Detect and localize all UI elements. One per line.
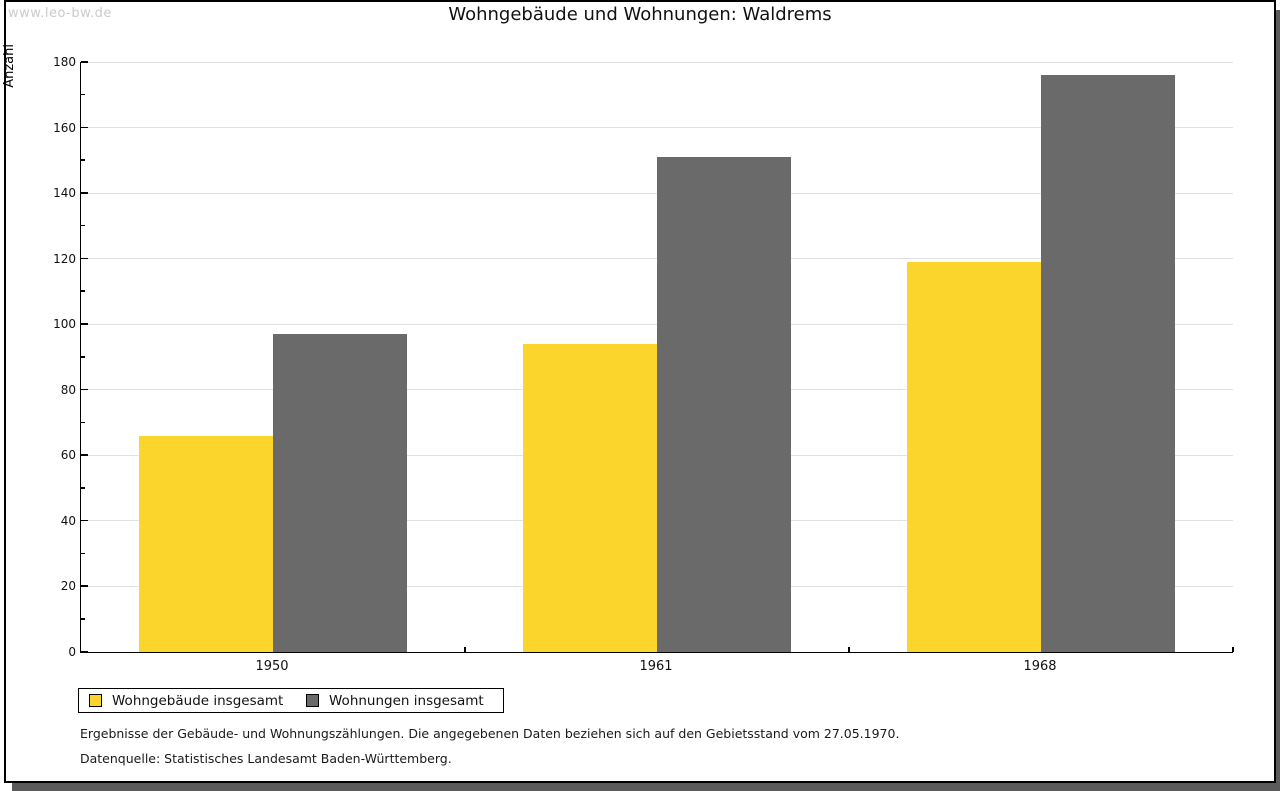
bar-1950-wohngebaeude <box>139 435 273 652</box>
y-tick-label-160: 160 <box>53 120 76 135</box>
y-tick-label-20: 20 <box>60 579 76 594</box>
footer-note: Ergebnisse der Gebäude- und Wohnungszähl… <box>80 726 900 741</box>
gridline-180 <box>81 61 1233 63</box>
y-tick-20 <box>81 585 88 587</box>
y-tick-80 <box>81 388 88 391</box>
legend-swatch-wohnungen <box>306 694 319 707</box>
watermark-leo-bw: www.leo-bw.de <box>8 6 112 21</box>
legend-swatch-wohngebaeude <box>89 694 102 707</box>
y-tick-100 <box>81 323 88 325</box>
card-shadow-right <box>1276 10 1280 791</box>
y-tick-label-80: 80 <box>60 382 76 397</box>
y-tick-40 <box>81 519 88 522</box>
y-tick-label-40: 40 <box>60 513 76 528</box>
footer-source: Datenquelle: Statistisches Landesamt Bad… <box>80 751 452 766</box>
legend-label-wohnungen: Wohnungen insgesamt <box>329 693 484 709</box>
y-tick-label-180: 180 <box>53 55 76 69</box>
legend: Wohngebäude insgesamt Wohnungen insgesam… <box>78 688 504 713</box>
y-minortick-30 <box>81 552 85 555</box>
y-tick-0 <box>81 651 88 653</box>
y-minortick-50 <box>81 487 85 489</box>
y-tick-label-60: 60 <box>60 448 76 463</box>
y-tick-120 <box>81 257 88 260</box>
x-tick-3 <box>1232 647 1234 652</box>
x-category-label-1968: 1968 <box>1023 659 1057 674</box>
x-tick-2 <box>848 647 850 652</box>
y-tick-60 <box>81 454 88 456</box>
bar-1961-wohnungen <box>657 157 791 652</box>
legend-label-wohngebaeude: Wohngebäude insgesamt <box>112 693 284 709</box>
y-tick-140 <box>81 192 88 194</box>
y-tick-label-120: 120 <box>53 251 76 266</box>
plot-area <box>80 61 1234 653</box>
y-tick-180 <box>81 61 88 63</box>
bar-1968-wohnungen <box>1041 75 1175 652</box>
y-minortick-110 <box>81 290 85 292</box>
y-tick-label-100: 100 <box>53 317 76 332</box>
y-minortick-170 <box>81 93 85 96</box>
y-minortick-90 <box>81 356 85 358</box>
y-tick-label-140: 140 <box>53 186 76 201</box>
card-shadow-bottom <box>12 783 1280 791</box>
y-minortick-70 <box>81 421 85 424</box>
bar-1961-wohngebaeude <box>523 343 657 652</box>
bar-1968-wohngebaeude <box>907 261 1041 652</box>
gridline-160 <box>81 127 1233 129</box>
x-category-label-1950: 1950 <box>255 659 289 674</box>
x-category-label-1961: 1961 <box>639 659 673 674</box>
y-minortick-150 <box>81 159 85 161</box>
y-minortick-10 <box>81 618 85 620</box>
y-tick-label-0: 0 <box>68 645 76 659</box>
x-tick-1 <box>464 647 466 652</box>
bar-1950-wohnungen <box>273 334 407 652</box>
chart-title: Wohngebäude und Wohnungen: Waldrems <box>448 4 832 25</box>
y-tick-160 <box>81 126 88 129</box>
y-minortick-130 <box>81 224 85 227</box>
